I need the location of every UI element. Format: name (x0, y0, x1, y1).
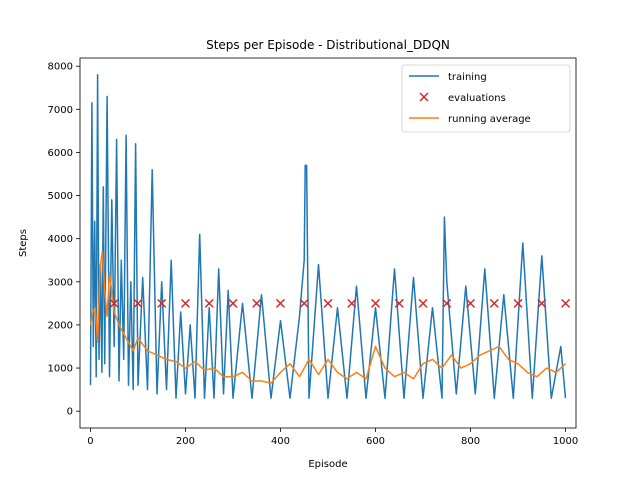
evaluation-marker (180, 298, 191, 308)
x-tick-label: 1000 (553, 436, 578, 447)
evaluation-marker (370, 298, 381, 308)
y-tick-label: 1000 (48, 364, 73, 375)
evaluation-marker (513, 298, 523, 308)
legend-evaluations-marker (419, 92, 429, 102)
y-tick-label: 4000 (48, 234, 73, 245)
evaluation-marker-stroke (561, 298, 571, 308)
evaluation-marker-stroke (275, 298, 286, 308)
evaluation-marker (442, 298, 452, 308)
evaluation-marker-stroke (204, 298, 214, 308)
evaluation-marker-stroke (347, 298, 357, 308)
evaluation-marker-stroke (133, 298, 143, 308)
y-tick-label: 8000 (48, 62, 73, 73)
evaluation-marker (157, 298, 167, 308)
legend-box (401, 64, 571, 133)
evaluation-marker-stroke (465, 298, 476, 308)
evaluation-marker (347, 298, 357, 308)
evaluation-marker-stroke (513, 298, 523, 308)
evaluation-marker (109, 298, 119, 308)
evaluation-marker-stroke (537, 298, 547, 308)
evaluation-marker (489, 298, 499, 308)
legend-running-average-label: running average (448, 114, 531, 125)
evaluation-marker-stroke (180, 298, 191, 308)
evaluation-marker-stroke (157, 298, 167, 308)
evaluation-marker-stroke (228, 298, 238, 308)
evaluation-marker-stroke (370, 298, 381, 308)
chart-title: Steps per Episode - Distributional_DDQN (206, 38, 450, 52)
series-layer (89, 74, 571, 399)
evaluation-marker (299, 298, 309, 308)
evaluation-marker (537, 298, 547, 308)
y-tick-label: 0 (67, 407, 73, 418)
evaluation-marker-stroke (418, 298, 428, 308)
evaluation-marker-stroke (299, 298, 309, 308)
legend: training evaluations running average (401, 64, 571, 133)
running-average-line (89, 250, 567, 384)
evaluation-marker (275, 298, 286, 308)
y-tick-label: 5000 (48, 191, 73, 202)
training-line (89, 74, 567, 399)
evaluation-marker-stroke (109, 298, 119, 308)
evaluation-marker-stroke (489, 298, 499, 308)
evaluation-marker (418, 298, 428, 308)
evaluation-marker (133, 298, 143, 308)
evaluation-marker-stroke (252, 298, 262, 308)
evaluation-marker (252, 298, 262, 308)
y-tick-label: 7000 (48, 105, 73, 116)
evaluation-marker (465, 298, 476, 308)
x-axis-label: Episode (308, 459, 347, 470)
x-tick-label: 0 (87, 436, 93, 447)
evaluation-marker-stroke (442, 298, 452, 308)
legend-marker-stroke (419, 92, 429, 102)
x-axis-ticks: 0 200 400 600 800 1000 (87, 428, 578, 447)
evaluation-marker-stroke (394, 298, 404, 308)
y-tick-label: 6000 (48, 148, 73, 159)
y-axis-label: Steps (18, 229, 29, 257)
legend-training-label: training (448, 72, 487, 83)
evaluation-marker (228, 298, 238, 308)
y-axis-ticks: 0 1000 2000 3000 4000 5000 6000 7000 8000 (48, 62, 80, 418)
x-tick-label: 800 (461, 436, 480, 447)
evaluation-marker-stroke (323, 298, 333, 308)
legend-evaluations-label: evaluations (448, 93, 506, 104)
evaluation-marker (394, 298, 404, 308)
x-tick-label: 600 (366, 436, 385, 447)
evaluation-marker (323, 298, 333, 308)
x-tick-label: 200 (176, 436, 195, 447)
y-tick-label: 3000 (48, 277, 73, 288)
evaluation-marker (204, 298, 214, 308)
evaluation-marker (561, 298, 571, 308)
y-tick-label: 2000 (48, 320, 73, 331)
x-tick-label: 400 (271, 436, 290, 447)
